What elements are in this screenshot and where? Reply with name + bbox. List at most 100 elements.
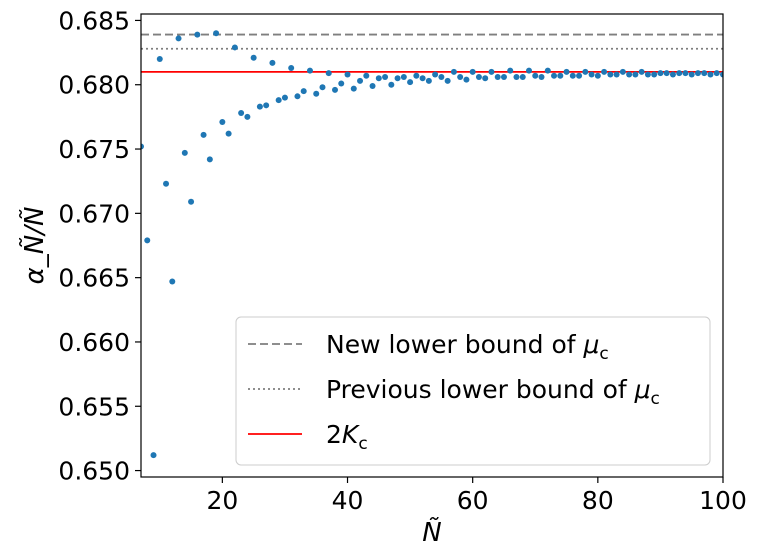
x-tick-label: 60 <box>457 486 489 515</box>
data-point <box>701 70 708 77</box>
y-tick-label: 0.650 <box>58 457 130 486</box>
data-point <box>488 68 495 75</box>
data-point <box>594 72 601 79</box>
y-tick-label: 0.660 <box>58 328 130 357</box>
x-tick-label: 20 <box>206 486 238 515</box>
data-point <box>388 81 395 88</box>
y-tick-label: 0.685 <box>58 6 130 35</box>
data-point <box>194 31 201 38</box>
data-point <box>375 75 382 82</box>
data-points <box>141 30 723 459</box>
data-point <box>707 71 714 78</box>
data-point <box>688 71 695 78</box>
data-point <box>626 71 633 78</box>
data-point <box>619 68 626 75</box>
data-point <box>150 452 157 459</box>
legend-box <box>235 316 711 466</box>
data-point <box>275 97 282 104</box>
data-point <box>475 74 482 81</box>
data-point <box>419 75 426 82</box>
data-point <box>175 35 182 42</box>
data-point <box>669 71 676 78</box>
data-point <box>632 71 639 78</box>
data-point <box>357 77 364 84</box>
x-axis-label: Ñ <box>422 516 441 548</box>
data-point <box>344 71 351 78</box>
data-point <box>544 67 551 74</box>
data-point <box>607 71 614 78</box>
plot-frame <box>140 13 724 478</box>
data-point <box>238 110 245 117</box>
data-point <box>200 131 207 138</box>
data-point <box>400 74 407 81</box>
data-point <box>141 143 144 150</box>
data-point <box>288 65 295 72</box>
legend-label: New lower bound of μc <box>326 330 609 364</box>
data-point <box>413 72 420 79</box>
data-point <box>332 86 338 93</box>
data-point <box>313 90 320 97</box>
data-point <box>663 70 670 77</box>
data-point <box>519 74 526 81</box>
data-point <box>538 74 545 81</box>
data-point <box>263 102 270 109</box>
data-point <box>444 77 451 84</box>
data-point <box>269 59 276 66</box>
data-point <box>350 85 357 92</box>
data-point <box>438 74 445 81</box>
data-point <box>601 68 608 75</box>
y-axis: 0.650 0.655 0.660 0.665 0.670 0.675 0.680 0.685 <box>58 6 141 486</box>
data-point <box>457 74 464 81</box>
data-point <box>450 68 457 75</box>
data-point <box>713 70 720 77</box>
data-point <box>325 70 332 77</box>
data-point <box>219 119 226 126</box>
data-point <box>682 70 689 77</box>
data-point <box>144 237 151 244</box>
data-point <box>657 70 664 77</box>
x-tick-label: 40 <box>332 486 364 515</box>
data-point <box>281 94 288 101</box>
data-point <box>382 74 389 81</box>
x-axis: 20 40 60 80 100 <box>206 477 747 515</box>
data-point <box>576 72 583 79</box>
data-point <box>369 83 376 90</box>
data-point <box>582 68 589 75</box>
data-point <box>244 113 251 120</box>
data-point <box>250 54 257 61</box>
data-point <box>394 75 401 82</box>
data-point <box>551 72 558 79</box>
x-tick-label: 100 <box>699 486 747 515</box>
y-tick-label: 0.680 <box>58 71 130 100</box>
data-point <box>513 74 520 81</box>
y-tick-label: 0.670 <box>58 199 130 228</box>
data-point <box>557 72 564 79</box>
data-point <box>188 198 195 205</box>
data-point <box>181 149 188 156</box>
data-point <box>588 71 595 78</box>
data-point <box>651 71 658 78</box>
data-point <box>644 71 651 78</box>
x-tick-label: 80 <box>582 486 614 515</box>
data-point <box>156 56 163 63</box>
data-point <box>294 93 301 100</box>
y-axis-label: α_Ñ/Ñ <box>18 207 50 285</box>
legend-label: 2Kc <box>326 420 368 454</box>
data-point <box>206 156 213 163</box>
data-point <box>319 84 326 91</box>
data-point <box>306 67 313 74</box>
data-point <box>694 70 701 77</box>
data-point <box>432 71 439 78</box>
data-point <box>563 68 570 75</box>
data-point <box>507 67 514 74</box>
data-point <box>407 79 414 86</box>
y-tick-label: 0.665 <box>58 264 130 293</box>
data-point <box>494 74 501 81</box>
data-point <box>231 44 238 51</box>
data-point <box>169 278 176 285</box>
data-point <box>338 80 345 87</box>
data-point <box>213 30 220 37</box>
data-point <box>300 88 307 95</box>
y-tick-label: 0.655 <box>58 392 130 421</box>
data-point <box>469 68 476 75</box>
